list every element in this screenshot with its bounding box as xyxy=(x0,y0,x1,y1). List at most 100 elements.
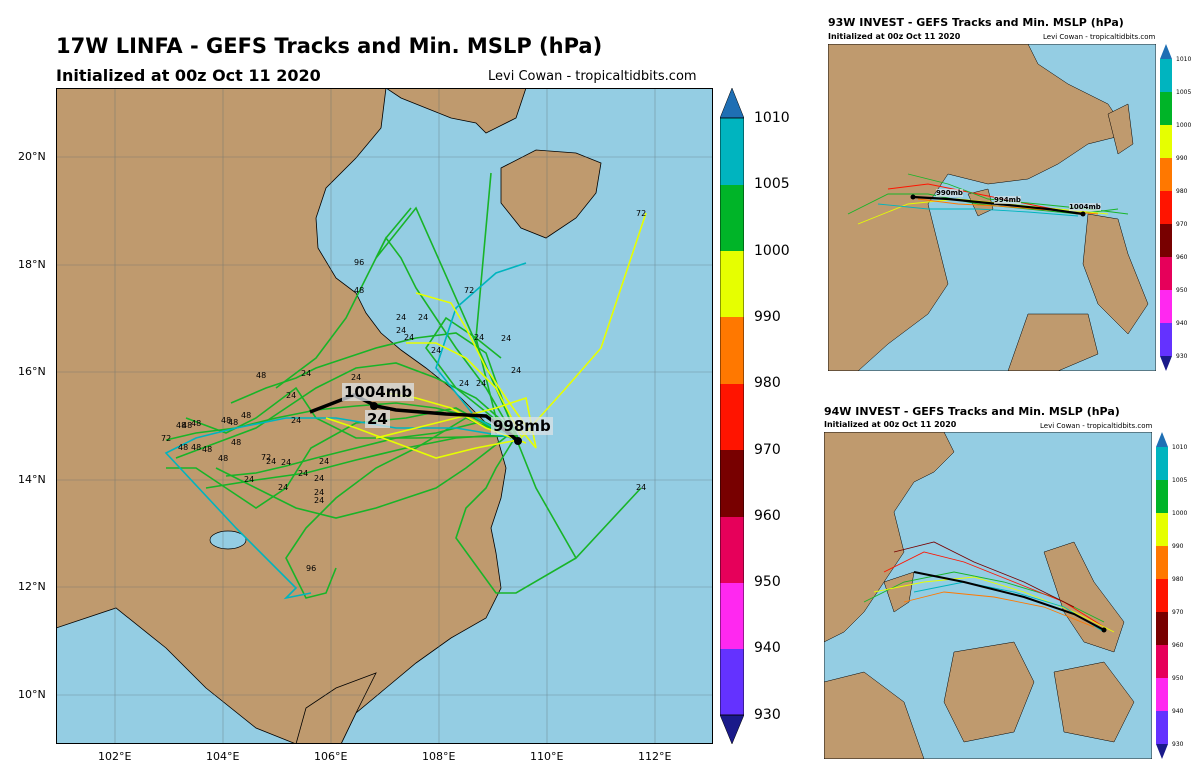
svg-text:24: 24 xyxy=(351,373,361,382)
panel-94w-cbar-label-1005: 1005 xyxy=(1172,477,1188,484)
svg-text:48: 48 xyxy=(182,421,192,430)
svg-text:48: 48 xyxy=(176,421,186,430)
svg-text:24: 24 xyxy=(301,369,311,378)
lat-label-18n: 18°N xyxy=(18,258,46,271)
svg-text:24: 24 xyxy=(314,496,324,505)
svg-text:24: 24 xyxy=(636,483,646,492)
svg-text:24: 24 xyxy=(418,313,428,322)
land-masses xyxy=(56,88,602,744)
panel-94w-credit: Levi Cowan - tropicaltidbits.com xyxy=(1040,422,1153,430)
cbar-label-990: 990 xyxy=(754,309,781,325)
panel-93w-cbar-label-990: 990 xyxy=(1176,155,1188,162)
svg-text:24: 24 xyxy=(501,334,511,343)
svg-text:24: 24 xyxy=(314,488,324,497)
svg-text:24: 24 xyxy=(474,333,484,342)
panel-93w-colorbar xyxy=(1160,44,1172,371)
svg-text:48: 48 xyxy=(202,445,212,454)
panel-94w-subtitle: Initialized at 00z Oct 11 2020 xyxy=(824,420,957,429)
svg-text:48: 48 xyxy=(178,443,188,452)
svg-text:96: 96 xyxy=(306,564,316,573)
svg-text:24: 24 xyxy=(281,458,291,467)
svg-text:24: 24 xyxy=(298,469,308,478)
cbar-label-980: 980 xyxy=(754,375,781,391)
svg-text:48: 48 xyxy=(221,416,231,425)
svg-text:24: 24 xyxy=(404,333,414,342)
panel-93w-pressure-1004: 1004mb xyxy=(1069,203,1101,211)
svg-text:24: 24 xyxy=(319,457,329,466)
lat-label-20n: 20°N xyxy=(18,150,46,163)
svg-text:96: 96 xyxy=(354,258,364,267)
panel-94w-colorbar xyxy=(1156,432,1168,759)
hour-label-24: 24 xyxy=(365,410,390,428)
svg-text:24: 24 xyxy=(431,346,441,355)
svg-text:24: 24 xyxy=(278,483,288,492)
tonle-sap-lake xyxy=(209,530,247,550)
panel-94w-map xyxy=(824,432,1152,759)
panel-93w-pressure-990: 990mb xyxy=(936,189,963,197)
cbar-label-970: 970 xyxy=(754,442,781,458)
svg-text:72: 72 xyxy=(261,453,271,462)
panel-93w-cbar-label-960: 960 xyxy=(1176,254,1188,261)
panel-93w-cbar-label-1005: 1005 xyxy=(1176,89,1192,96)
panel-94w-cbar-label-1000: 1000 xyxy=(1172,510,1188,517)
lat-label-16n: 16°N xyxy=(18,365,46,378)
cbar-label-950: 950 xyxy=(754,574,781,590)
panel-94w-cbar-label-1010: 1010 xyxy=(1172,444,1188,451)
gridlines xyxy=(56,88,713,744)
svg-text:48: 48 xyxy=(231,438,241,447)
panel-93w-cbar-label-970: 970 xyxy=(1176,221,1188,228)
lat-label-12n: 12°N xyxy=(18,580,46,593)
cbar-label-940: 940 xyxy=(754,640,781,656)
panel-94w-cbar-label-940: 940 xyxy=(1172,708,1184,715)
svg-text:72: 72 xyxy=(161,434,171,443)
lat-label-10n: 10°N xyxy=(18,688,46,701)
panel-93w-cbar-label-940: 940 xyxy=(1176,320,1188,327)
svg-text:48: 48 xyxy=(228,418,238,427)
panel-94w-cbar-label-980: 980 xyxy=(1172,576,1184,583)
panel-93w-title: 93W INVEST - GEFS Tracks and Min. MSLP (… xyxy=(828,16,1124,29)
svg-text:24: 24 xyxy=(511,366,521,375)
cbar-label-1000: 1000 xyxy=(754,243,790,259)
svg-text:24: 24 xyxy=(291,416,301,425)
svg-text:72: 72 xyxy=(464,286,474,295)
lon-label-102e: 102°E xyxy=(98,750,132,763)
pressure-label-998: 998mb xyxy=(491,417,553,435)
svg-text:48: 48 xyxy=(218,454,228,463)
panel-93w-credit: Levi Cowan - tropicaltidbits.com xyxy=(1043,33,1156,41)
panel-93w-pressure-994: 994mb xyxy=(994,196,1021,204)
panel-94w-cbar-label-930: 930 xyxy=(1172,741,1184,748)
panel-94w-cbar-label-990: 990 xyxy=(1172,543,1184,550)
svg-text:48: 48 xyxy=(256,371,266,380)
panel-93w-cbar-label-1010: 1010 xyxy=(1176,56,1192,63)
mean-track-end-dot xyxy=(370,402,378,410)
panel-94w-cbar-label-950: 950 xyxy=(1172,675,1184,682)
panel-93w-cbar-label-980: 980 xyxy=(1176,188,1188,195)
svg-text:48: 48 xyxy=(241,411,251,420)
panel-93w-map xyxy=(828,44,1156,371)
panel-93w-cbar-label-930: 930 xyxy=(1176,353,1188,360)
panel-93w-subtitle: Initialized at 00z Oct 11 2020 xyxy=(828,32,961,41)
svg-text:48: 48 xyxy=(191,419,201,428)
cbar-label-960: 960 xyxy=(754,508,781,524)
svg-text:24: 24 xyxy=(314,474,324,483)
main-subtitle: Initialized at 00z Oct 11 2020 xyxy=(56,66,321,85)
panel-94w-title: 94W INVEST - GEFS Tracks and Min. MSLP (… xyxy=(824,405,1120,418)
panel-93w-cbar-label-950: 950 xyxy=(1176,287,1188,294)
svg-text:24: 24 xyxy=(266,457,276,466)
cbar-label-930: 930 xyxy=(754,707,781,723)
svg-text:24: 24 xyxy=(286,391,296,400)
panel-93w-cbar-label-1000: 1000 xyxy=(1176,122,1192,129)
svg-text:48: 48 xyxy=(354,286,364,295)
lon-label-110e: 110°E xyxy=(530,750,564,763)
pressure-label-1004: 1004mb xyxy=(342,383,415,401)
pressure-colorbar xyxy=(720,88,744,744)
lon-label-108e: 108°E xyxy=(422,750,456,763)
svg-text:24: 24 xyxy=(459,379,469,388)
lat-label-14n: 14°N xyxy=(18,473,46,486)
panel-94w-cbar-label-970: 970 xyxy=(1172,609,1184,616)
mean-track-start-dot xyxy=(514,437,522,445)
main-credit: Levi Cowan - tropicaltidbits.com xyxy=(488,69,697,84)
panel-94w-cbar-label-960: 960 xyxy=(1172,642,1184,649)
svg-text:24: 24 xyxy=(396,326,406,335)
